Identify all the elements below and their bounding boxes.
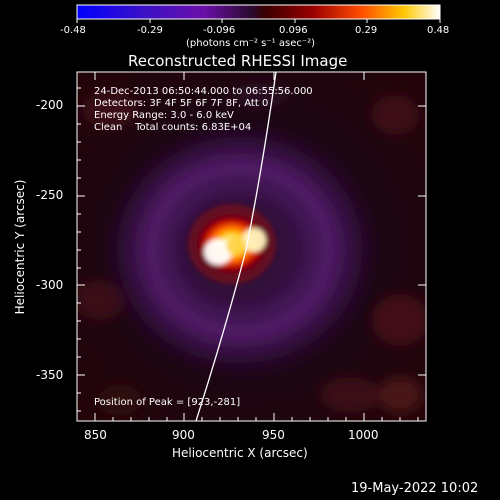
algorithm-counts-label: Clean Total counts: 6.83E+04 — [94, 122, 252, 133]
colorbar-tick-label: 0.48 — [427, 25, 450, 36]
background-noise — [77, 83, 426, 416]
plot-title: Reconstructed RHESSI Image — [128, 52, 348, 70]
render-date-label: 19-May-2022 10:02 — [351, 481, 479, 496]
x-tick-label: 900 — [172, 428, 195, 442]
y-tick-label: -300 — [36, 278, 64, 292]
plot-frame — [76, 71, 427, 422]
colorbar-tick-label: 0.096 — [279, 25, 308, 36]
colorbar — [76, 4, 441, 20]
x-ticks — [94, 72, 419, 421]
x-tick-label: 850 — [84, 428, 107, 442]
x-tick-label: 1000 — [348, 428, 379, 442]
peak-position-label: Position of Peak = [923,-281] — [94, 397, 241, 408]
flare-source — [188, 204, 276, 284]
colorbar-tick-label: 0.29 — [355, 25, 378, 36]
y-tick-label: -250 — [36, 188, 64, 202]
y-tick-label: -200 — [36, 98, 64, 112]
colorbar-tick-label: -0.29 — [137, 25, 163, 36]
energy-range-label: Energy Range: 3.0 - 6.0 keV — [94, 110, 234, 121]
time-range-label: 24-Dec-2013 06:50:44.000 to 06:55:56.000 — [94, 86, 313, 97]
x-tick-label: 950 — [262, 428, 285, 442]
colorbar-unit-label: (photons cm⁻² s⁻¹ asec⁻²) — [186, 38, 316, 49]
colorbar-tick-label: -0.48 — [60, 25, 86, 36]
y-tick-label: -350 — [36, 368, 64, 382]
x-axis-label: Heliocentric X (arcsec) — [172, 446, 308, 460]
y-axis-label: Heliocentric Y (arcsec) — [13, 179, 27, 315]
solar-limb-line — [195, 72, 277, 421]
colorbar-ticks — [76, 19, 441, 23]
detectors-label: Detectors: 3F 4F 5F 6F 7F 8F, Att 0 — [94, 98, 269, 109]
colorbar-tick-label: -0.096 — [203, 25, 236, 36]
image-area — [77, 72, 426, 421]
y-ticks — [77, 87, 426, 412]
